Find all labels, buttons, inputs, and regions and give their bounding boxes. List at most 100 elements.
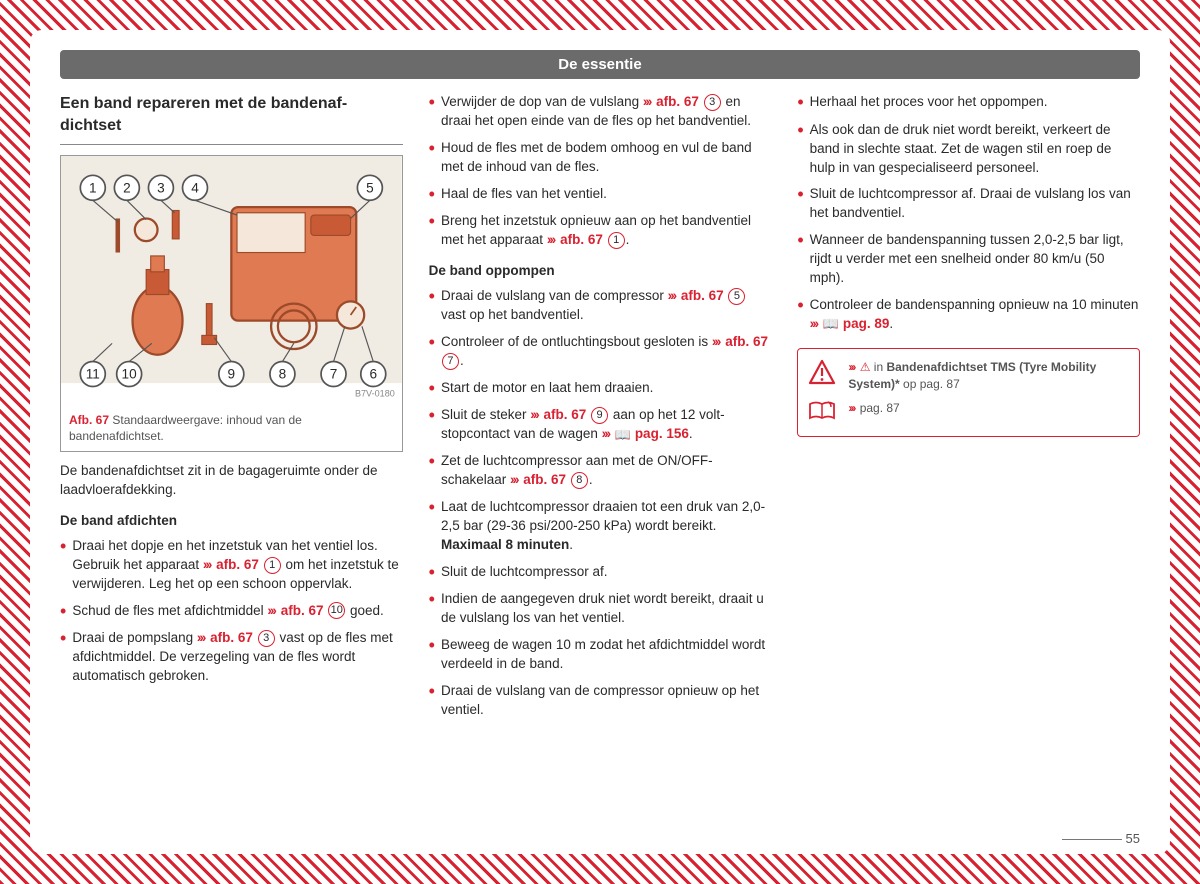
page-number: 55	[1062, 831, 1140, 846]
callout-num: 8	[571, 472, 588, 489]
text: Laat de luchtcompressor draaien tot een …	[441, 499, 765, 533]
list-item: • Sluit de steker ››› afb. 67 9 aan op h…	[429, 406, 772, 444]
text: Schud de fles met afdichtmiddel	[72, 603, 267, 618]
callout-num: 1	[264, 557, 281, 574]
text: Controleer de bandenspanning opnieuw na …	[810, 297, 1139, 312]
bullet-icon: •	[797, 296, 803, 316]
svg-text:10: 10	[122, 366, 138, 381]
book-open-icon	[808, 400, 836, 426]
warn-row-triangle: ››› ⚠ in Bandenafdichtset TMS (Tyre Mo­b…	[808, 359, 1129, 393]
bullet-icon: •	[60, 602, 66, 622]
svg-text:1: 1	[89, 180, 97, 195]
bullet-icon: •	[429, 406, 435, 426]
callout-num: 7	[442, 353, 459, 370]
list-item: • Indien de aangegeven druk niet wordt b…	[429, 590, 772, 628]
bullet-icon: •	[429, 139, 435, 159]
list-item: • Draai de pompslang ››› afb. 67 3 vast …	[60, 629, 403, 686]
section-title: Een band repareren met de bandenaf­dicht…	[60, 93, 403, 145]
column-1: Een band repareren met de bandenaf­dicht…	[60, 93, 403, 728]
text: Indien de aangegeven druk niet wordt be­…	[441, 590, 771, 628]
text: Sluit de luchtcompressor af.	[441, 563, 771, 582]
bullet-icon: •	[429, 590, 435, 610]
bullet-icon: •	[797, 185, 803, 205]
bullet-icon: •	[429, 636, 435, 656]
text: Haal de fles van het ventiel.	[441, 185, 771, 204]
svg-text:6: 6	[369, 366, 377, 381]
text: in	[870, 360, 886, 374]
list-item: • Draai de vulslang van de compressor ››…	[429, 287, 772, 325]
text: Beweeg de wagen 10 m zodat het afdicht­m…	[441, 636, 771, 674]
list-item: • Sluit de luchtcompressor af.	[429, 563, 772, 583]
fig-ref: afb. 67	[544, 407, 587, 422]
bullet-icon: •	[797, 121, 803, 141]
fig-ref: afb. 67	[281, 603, 324, 618]
list-item: • Controleer of de ontluchtingsbout gesl…	[429, 333, 772, 371]
list-item: • Sluit de luchtcompressor af. Draai de …	[797, 185, 1140, 223]
list-item: • Verwijder de dop van de vulslang ››› a…	[429, 93, 772, 131]
list-item: • Draai de vulslang van de compressor op…	[429, 682, 772, 720]
svg-text:7: 7	[330, 366, 338, 381]
fig-ref: afb. 67	[681, 288, 724, 303]
text: Houd de fles met de bodem omhoog en vul …	[441, 139, 771, 177]
svg-text:9: 9	[228, 366, 236, 381]
fig-ref: afb. 67	[725, 334, 768, 349]
column-2: • Verwijder de dop van de vulslang ››› a…	[429, 93, 772, 728]
figure-caption: Afb. 67 Standaardweergave: inhoud van de…	[61, 406, 402, 452]
text: Als ook dan de druk niet wordt bereikt, …	[810, 121, 1140, 178]
callout-num: 5	[728, 288, 745, 305]
text: Controleer of de ontluchtingsbout geslot…	[441, 334, 712, 349]
page-ref: pag. 89	[843, 316, 890, 331]
fig-ref: afb. 67	[656, 94, 699, 109]
bullet-icon: •	[797, 231, 803, 251]
list-item: • Draai het dopje en het inzetstuk van h…	[60, 537, 403, 594]
list-item: • Breng het inzetstuk opnieuw aan op het…	[429, 212, 772, 250]
bullet-icon: •	[429, 379, 435, 399]
book-icon: 📖	[823, 315, 839, 333]
text: Draai de vulslang van de compressor op­n…	[441, 682, 771, 720]
bullet-icon: •	[429, 498, 435, 518]
bullet-icon: •	[429, 333, 435, 353]
text: Herhaal het proces voor het oppompen.	[810, 93, 1140, 112]
list-item: • Herhaal het proces voor het oppompen.	[797, 93, 1140, 113]
bullet-icon: •	[429, 682, 435, 702]
text: Sluit de steker	[441, 407, 530, 422]
callout-num: 10	[328, 602, 345, 619]
callout-num: 1	[608, 232, 625, 249]
text: Wanneer de bandenspanning tussen 2,0-2,5…	[810, 231, 1140, 288]
bullet-icon: •	[429, 185, 435, 205]
svg-text:3: 3	[157, 180, 165, 195]
text: Draai de pompslang	[72, 630, 197, 645]
svg-text:4: 4	[191, 180, 199, 195]
text: vast op het bandventiel.	[441, 307, 584, 322]
page-number-value: 55	[1126, 831, 1140, 846]
fig-ref: afb. 67	[216, 557, 259, 572]
column-3: • Herhaal het proces voor het oppompen. …	[797, 93, 1140, 728]
page-ref: pag. 156	[635, 426, 689, 441]
warning-box: ››› ⚠ in Bandenafdichtset TMS (Tyre Mo­b…	[797, 348, 1140, 438]
bullet-icon: •	[429, 563, 435, 583]
text: Draai de vulslang van de compressor	[441, 288, 668, 303]
fig-ref: afb. 67	[210, 630, 253, 645]
list-item: • Laat de luchtcompressor draaien tot ee…	[429, 498, 772, 555]
fig-ref: afb. 67	[560, 232, 603, 247]
list-item: • Wanneer de bandenspanning tussen 2,0-2…	[797, 231, 1140, 288]
page-header: De essentie	[60, 50, 1140, 79]
text: goed.	[346, 603, 384, 618]
subhead-inflate: De band oppompen	[429, 262, 772, 281]
figure-code: B7V-0180	[355, 389, 395, 399]
bullet-icon: •	[429, 287, 435, 307]
figure-illustration: 1 2 3 4 5 11 10 9 8 7 6	[61, 156, 402, 406]
text-bold: Bandenafdichtset TMS (Tyre Mo­bility Sys…	[848, 360, 1096, 391]
bullet-icon: •	[60, 537, 66, 557]
figure-67: 1 2 3 4 5 11 10 9 8 7 6	[60, 155, 403, 452]
page-ref: pag. 87	[860, 401, 900, 415]
svg-text:8: 8	[279, 366, 287, 381]
content-columns: Een band repareren met de bandenaf­dicht…	[60, 93, 1140, 728]
text: Sluit de luchtcompressor af. Draai de vu…	[810, 185, 1140, 223]
text: Start de motor en laat hem draaien.	[441, 379, 771, 398]
callout-num: 3	[258, 630, 275, 647]
warning-triangle-icon	[808, 359, 836, 389]
bullet-icon: •	[429, 93, 435, 113]
svg-text:5: 5	[366, 180, 374, 195]
list-item: • Controleer de bandenspanning opnieuw n…	[797, 296, 1140, 334]
